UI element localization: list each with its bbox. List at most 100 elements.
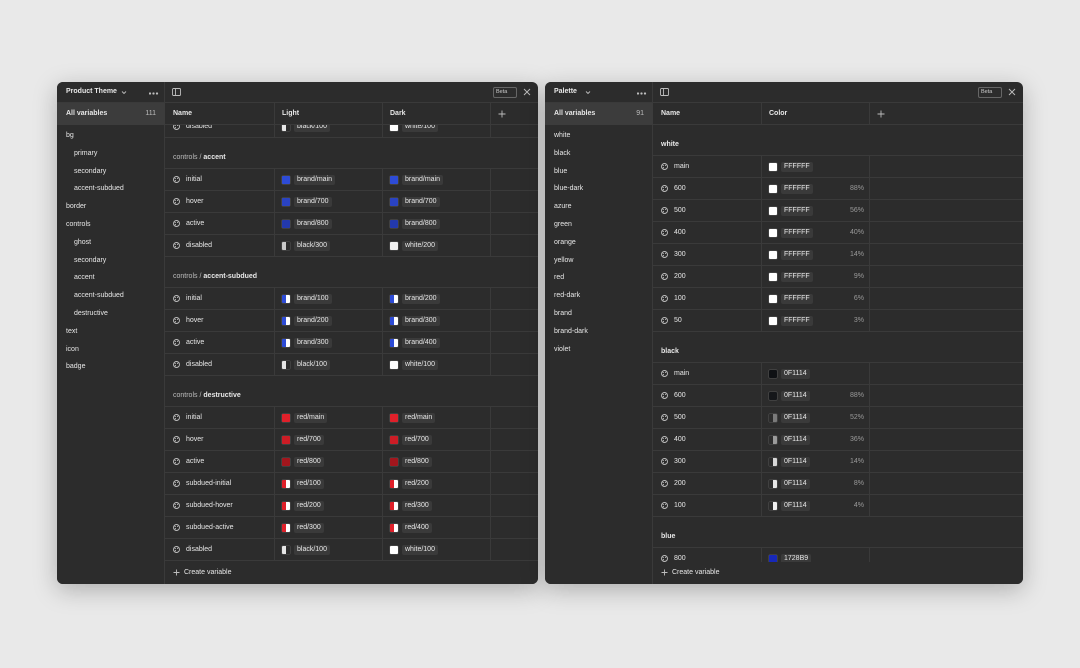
variable-row[interactable]: initial red/main red/main xyxy=(165,407,538,429)
variable-row[interactable]: hover brand/200 brand/300 xyxy=(165,310,538,332)
sidebar-item[interactable]: violet xyxy=(554,345,571,353)
value-chip: black/100 xyxy=(294,360,330,370)
sidebar-item[interactable]: yellow xyxy=(554,256,574,264)
value-chip: red/800 xyxy=(294,457,324,467)
sidebar-item[interactable]: blue-dark xyxy=(554,185,584,193)
value-chip: FFFFFF xyxy=(781,228,813,238)
value-chip: brand/200 xyxy=(294,316,332,326)
value-chip: FFFFFF xyxy=(781,272,813,282)
sidebar-item[interactable]: brand xyxy=(554,310,572,317)
cell-divider xyxy=(382,429,383,451)
all-variables[interactable]: All variables xyxy=(66,110,108,117)
row-divider xyxy=(165,168,538,169)
variable-name: 400 xyxy=(674,229,686,236)
value-chip: white/200 xyxy=(402,241,438,251)
sidebar-subitem[interactable]: secondary xyxy=(74,167,107,175)
opacity: 8% xyxy=(853,480,864,487)
variable-row[interactable]: active brand/300 brand/400 xyxy=(165,332,538,354)
variable-row[interactable]: hover red/700 red/700 xyxy=(165,429,538,451)
sidebar-item[interactable]: brand-dark xyxy=(554,327,588,335)
sidebar-item-selected[interactable]: All variables 91 xyxy=(545,103,653,125)
variable-row[interactable]: 100 0F1114 4% xyxy=(653,495,1023,517)
variable-row[interactable]: active brand/800 brand/800 xyxy=(165,213,538,235)
beta-label: Beta xyxy=(496,89,508,95)
sidebar-item[interactable]: bg xyxy=(66,132,74,139)
sidebar-subitem[interactable]: secondary xyxy=(74,256,107,264)
all-variables[interactable]: All variables xyxy=(554,110,596,117)
sidebar-item[interactable]: red-dark xyxy=(554,292,581,300)
sidebar-item[interactable]: icon xyxy=(66,345,79,353)
value-chip: red/200 xyxy=(294,501,324,511)
sidebar-item[interactable]: green xyxy=(554,221,572,228)
sidebar-item[interactable]: border xyxy=(66,203,87,211)
sidebar-toggle xyxy=(172,88,181,96)
color-swatch xyxy=(769,207,777,215)
variable-row[interactable]: main 0F1114 xyxy=(653,363,1023,385)
variable-row[interactable]: 300 0F1114 14% xyxy=(653,451,1023,473)
create-variable[interactable]: Create variable xyxy=(184,569,232,576)
create-variable[interactable]: Create variable xyxy=(672,569,720,576)
variable-row[interactable]: disabled black/300 white/200 xyxy=(165,235,538,257)
sidebar-subitem[interactable]: accent xyxy=(74,274,95,282)
sidebar-subitem[interactable]: destructive xyxy=(74,310,108,317)
sidebar-subitem[interactable]: primary xyxy=(74,149,98,157)
cell-divider xyxy=(490,213,491,235)
table-body: white main FFFFFF 600 FFFFFF 88% 500 FFFFFF 56% 4… xyxy=(653,125,1023,584)
cell-divider xyxy=(490,539,491,561)
sidebar-item[interactable]: text xyxy=(66,327,78,335)
sidebar-item[interactable]: blue xyxy=(554,167,568,175)
value-chip: brand/800 xyxy=(294,219,332,229)
variable-row[interactable]: disabled black/100 white/100 xyxy=(165,539,538,561)
sidebar-item-selected[interactable]: All variables 111 xyxy=(57,103,165,125)
variable-row[interactable]: 600 0F1114 88% xyxy=(653,385,1023,407)
cell-divider xyxy=(274,310,275,332)
variable-row[interactable]: subdued-active red/300 red/400 xyxy=(165,517,538,539)
cell-divider xyxy=(382,310,383,332)
variable-row[interactable]: subdued-hover red/200 red/300 xyxy=(165,495,538,517)
variable-row[interactable]: 400 FFFFFF 40% xyxy=(653,222,1023,244)
sidebar-item[interactable]: badge xyxy=(66,363,86,371)
cell-divider xyxy=(869,407,870,429)
color-swatch xyxy=(390,524,398,532)
variable-row[interactable]: 600 FFFFFF 88% xyxy=(653,178,1023,200)
panel-title[interactable]: Product Theme xyxy=(66,88,117,95)
variable-row[interactable]: 400 0F1114 36% xyxy=(653,429,1023,451)
variable-icon xyxy=(661,207,668,214)
group-name: black xyxy=(661,348,679,355)
variable-row[interactable]: disabled black/100 white/100 xyxy=(165,125,538,138)
sidebar-item[interactable]: controls xyxy=(66,221,91,228)
value-chip: brand/main xyxy=(294,175,336,185)
variable-row[interactable]: initial brand/100 brand/200 xyxy=(165,288,538,310)
variable-row[interactable]: initial brand/main brand/main xyxy=(165,169,538,191)
variable-row[interactable]: main FFFFFF xyxy=(653,156,1023,178)
column-header: Name xyxy=(661,110,681,117)
value-chip: FFFFFF xyxy=(781,316,813,326)
cell-divider xyxy=(382,235,383,257)
sidebar-subitem[interactable]: accent-subdued xyxy=(74,292,124,300)
variable-row[interactable]: 300 FFFFFF 14% xyxy=(653,244,1023,266)
variable-row[interactable]: 500 FFFFFF 56% xyxy=(653,200,1023,222)
variable-row[interactable]: 50 FFFFFF 3% xyxy=(653,310,1023,332)
cell-divider xyxy=(869,178,870,200)
sidebar-item[interactable]: black xyxy=(554,149,571,157)
sidebar-subitem[interactable]: ghost xyxy=(74,238,92,246)
variable-row[interactable]: active red/800 red/800 xyxy=(165,451,538,473)
variable-name: hover xyxy=(186,317,204,324)
variable-row[interactable]: disabled black/100 white/100 xyxy=(165,354,538,376)
sidebar-item[interactable]: red xyxy=(554,274,565,282)
variable-row[interactable]: 500 0F1114 52% xyxy=(653,407,1023,429)
variable-row[interactable]: 200 FFFFFF 9% xyxy=(653,266,1023,288)
panel-title[interactable]: Palette xyxy=(554,88,577,95)
sidebar-item[interactable]: orange xyxy=(554,238,576,246)
cell-divider xyxy=(869,495,870,517)
sidebar-item[interactable]: white xyxy=(554,132,571,139)
variable-row[interactable]: subdued-initial red/100 red/200 xyxy=(165,473,538,495)
value-chip: red/300 xyxy=(294,523,324,533)
variable-name: disabled xyxy=(186,361,213,368)
variable-row[interactable]: 100 FFFFFF 6% xyxy=(653,288,1023,310)
variable-row[interactable]: hover brand/700 brand/700 xyxy=(165,191,538,213)
variable-row[interactable]: 200 0F1114 8% xyxy=(653,473,1023,495)
variable-icon xyxy=(661,251,668,258)
sidebar-subitem[interactable]: accent-subdued xyxy=(74,185,124,193)
sidebar-item[interactable]: azure xyxy=(554,203,572,211)
